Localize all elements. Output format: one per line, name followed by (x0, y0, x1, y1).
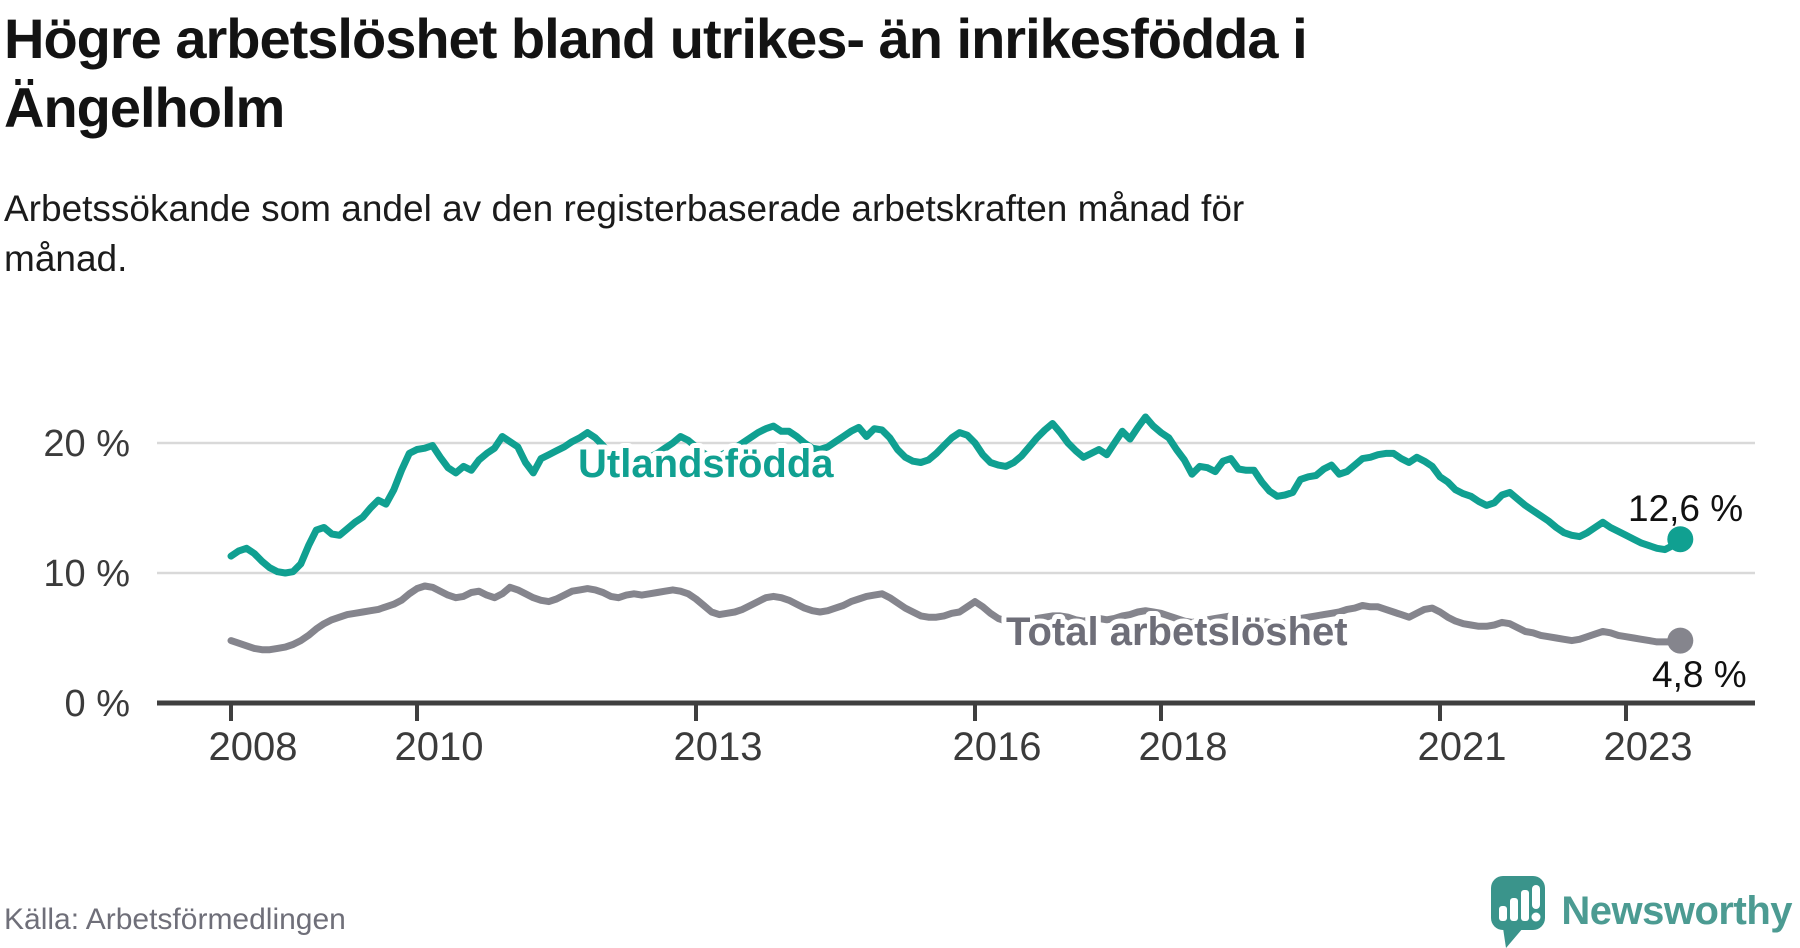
newsworthy-wordmark: Newsworthy (1561, 888, 1792, 933)
series-labels: Utlandsfödda Total arbetslöshet (573, 437, 1353, 659)
y-tick-label: 20 % (43, 423, 130, 465)
x-tick-label: 2018 (1139, 725, 1228, 769)
x-tick-label: 2008 (209, 725, 298, 769)
newsworthy-icon (1491, 876, 1546, 948)
page-title: Högre arbetslöshet bland utrikes- än inr… (4, 4, 1764, 142)
series-label-total: Total arbetslöshet (1006, 610, 1348, 654)
x-tick-label: 2016 (953, 725, 1042, 769)
series-end-dot (1667, 627, 1694, 654)
x-tick-label: 2013 (674, 725, 763, 769)
source-note: Källa: Arbetsförmedlingen (4, 903, 346, 936)
subtitle-line-2: månad. (4, 238, 128, 279)
series-end-dot (1667, 526, 1694, 553)
series-line-utlandsfodda (227, 413, 1684, 577)
gridlines (157, 441, 1755, 706)
series-lines (227, 413, 1694, 654)
newsworthy-logo: Newsworthy (1489, 876, 1792, 948)
x-tick-label: 2010 (395, 725, 484, 769)
series-line-total (227, 582, 1684, 654)
series-label-utlandsfodda: Utlandsfödda (578, 442, 834, 486)
chart-subtitle: Arbetssökande som andel av den registerb… (4, 184, 1504, 284)
title-line-1: Högre arbetslöshet bland utrikes- än inr… (4, 7, 1308, 70)
x-axis: 2008 2010 2013 2016 2018 2021 2023 (209, 705, 1693, 769)
end-value-label: 4,8 % (1652, 654, 1747, 695)
value-labels: 12,6 % 4,8 % (1628, 488, 1747, 695)
y-tick-label: 0 % (65, 683, 130, 725)
x-tick-label: 2021 (1418, 725, 1507, 769)
y-tick-label: 10 % (43, 553, 130, 595)
title-line-2: Ängelholm (4, 76, 285, 139)
subtitle-line-1: Arbetssökande som andel av den registerb… (4, 188, 1245, 229)
y-axis-labels: 0 % 10 % 20 % (43, 423, 130, 725)
x-tick-label: 2023 (1604, 725, 1693, 769)
end-value-label: 12,6 % (1628, 488, 1743, 529)
